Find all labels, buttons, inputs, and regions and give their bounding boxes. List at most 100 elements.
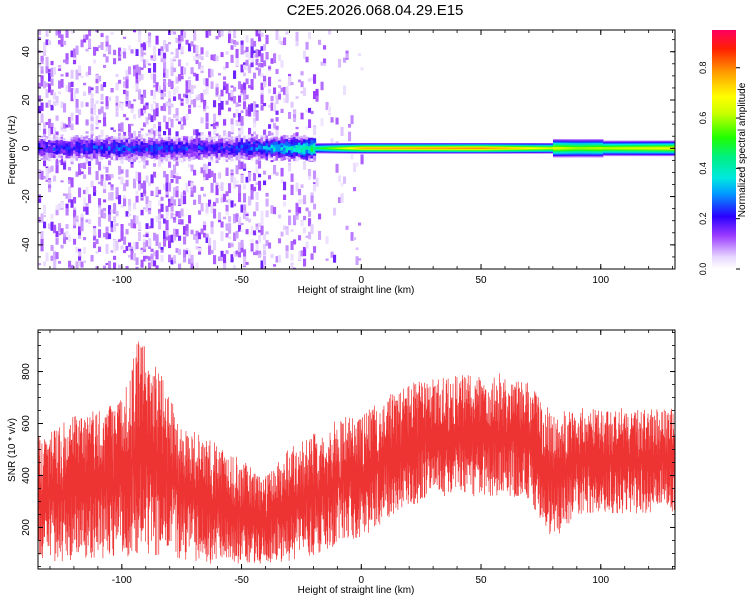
ridge-cell	[178, 147, 182, 152]
noise-cell	[215, 55, 219, 62]
noise-cell	[90, 124, 94, 132]
noise-cell	[158, 48, 162, 56]
noise-cell	[75, 69, 79, 80]
x-tick-label: 100	[592, 275, 609, 286]
noise-cell	[280, 167, 284, 177]
noise-cell	[168, 159, 172, 168]
noise-cell	[180, 35, 184, 41]
noise-cell	[160, 214, 164, 219]
noise-cell	[75, 88, 79, 94]
noise-cell	[210, 124, 214, 127]
ridge-cell	[118, 147, 122, 151]
noise-cell	[270, 132, 274, 137]
noise-cell	[105, 232, 109, 240]
noise-cell	[273, 53, 277, 64]
ridge-cell	[443, 147, 447, 149]
noise-cell	[353, 237, 357, 241]
ridge-cell	[65, 146, 69, 151]
x-tick-label: -100	[112, 275, 132, 286]
noise-cell	[90, 255, 94, 262]
noise-cell	[78, 109, 82, 115]
noise-cell	[45, 168, 49, 172]
noise-cell	[303, 258, 307, 267]
noise-cell	[153, 101, 157, 104]
noise-cell	[258, 230, 262, 233]
ridge-cell	[595, 147, 599, 150]
noise-cell	[143, 89, 147, 98]
noise-cell	[133, 215, 137, 225]
noise-cell	[100, 42, 104, 50]
noise-cell	[188, 79, 192, 90]
noise-cell	[68, 167, 72, 171]
noise-cell	[103, 117, 107, 126]
noise-cell	[95, 126, 99, 130]
noise-cell	[53, 92, 57, 100]
noise-cell	[165, 174, 169, 184]
noise-cell	[163, 92, 167, 97]
noise-cell	[50, 104, 54, 111]
ridge-cell	[388, 147, 392, 149]
noise-cell	[190, 254, 194, 264]
ridge-cell	[243, 143, 247, 151]
noise-cell	[38, 95, 42, 102]
noise-cell	[308, 231, 312, 240]
noise-cell	[140, 108, 144, 116]
noise-cell	[113, 224, 117, 232]
noise-cell	[248, 85, 252, 89]
ridge-cell	[385, 147, 389, 149]
noise-cell	[270, 205, 274, 214]
noise-cell	[128, 243, 132, 252]
noise-cell	[140, 247, 144, 250]
ridge-cell	[468, 147, 472, 149]
noise-cell	[80, 261, 84, 268]
noise-cell	[135, 266, 139, 269]
ridge-cell	[390, 147, 394, 149]
noise-cell	[243, 184, 247, 190]
noise-cell	[123, 250, 127, 254]
noise-cell	[83, 34, 87, 39]
noise-cell	[200, 167, 204, 174]
noise-cell	[335, 117, 339, 125]
noise-cell	[148, 182, 152, 186]
y-tick-label: 0	[21, 145, 32, 151]
noise-cell	[290, 262, 294, 269]
noise-cell	[88, 93, 92, 96]
noise-cell	[240, 91, 244, 96]
ridge-cell	[163, 146, 167, 150]
noise-cell	[48, 68, 52, 73]
noise-cell	[115, 187, 119, 197]
noise-cell	[190, 99, 194, 105]
noise-cell	[165, 229, 169, 237]
noise-cell	[193, 99, 197, 108]
ridge-cell	[458, 147, 462, 149]
ridge-cell	[213, 147, 217, 151]
ridge-cell	[535, 147, 539, 149]
ridge-cell	[258, 145, 262, 149]
noise-cell	[305, 235, 309, 238]
noise-cell	[260, 260, 264, 269]
noise-cell	[283, 225, 287, 231]
noise-cell	[153, 123, 157, 129]
noise-cell	[83, 174, 87, 179]
noise-cell	[133, 99, 137, 102]
noise-cell	[110, 227, 114, 233]
noise-cell	[43, 261, 47, 267]
ridge-cell	[393, 147, 397, 149]
ridge-cell	[173, 145, 177, 149]
ridge-cell	[653, 147, 657, 150]
noise-cell	[80, 213, 84, 218]
noise-cell	[58, 260, 62, 264]
noise-cell	[138, 181, 142, 191]
noise-cell	[285, 251, 289, 259]
ridge-cell	[145, 148, 149, 152]
noise-cell	[73, 197, 77, 204]
noise-cell	[220, 197, 224, 203]
noise-cell	[185, 39, 189, 45]
spectrogram-heatmap	[38, 30, 675, 269]
x-tick-label: -100	[112, 575, 132, 586]
noise-cell	[338, 197, 342, 203]
ridge-cell	[300, 148, 304, 152]
noise-cell	[135, 172, 139, 182]
noise-cell	[38, 263, 42, 266]
noise-cell	[340, 127, 344, 136]
